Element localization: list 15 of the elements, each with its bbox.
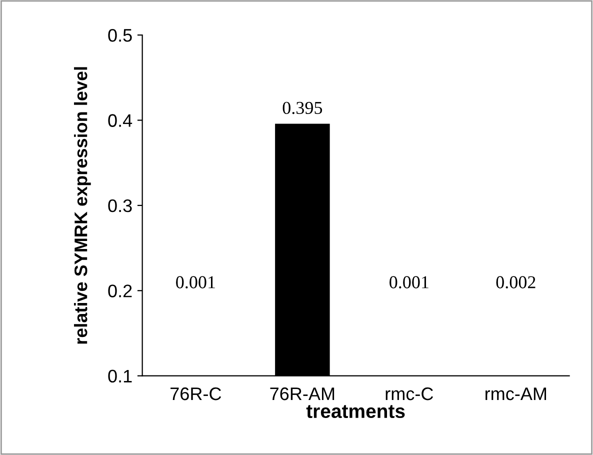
y-tick-label: 0.1 [108,370,132,383]
y-axis-title: relative SYMRK expression level [74,67,91,344]
y-tick-label: 0.2 [108,284,132,298]
y-tick-label: 0.3 [108,199,132,212]
x-axis-title: treatments [306,405,405,418]
x-tick-label: rmc-AM [486,388,546,400]
x-tick-label: 76R-C [170,387,222,400]
annotation: 0.002 [496,276,536,288]
x-tick-label: rmc-C [386,387,434,400]
y-tick-label: 0.4 [108,114,132,127]
data-label: 0.395 [282,102,322,114]
annotation: 0.001 [176,276,215,288]
annotation: 0.001 [390,276,428,288]
x-tick-label: 76R-AM [270,387,334,400]
y-tick-label: 0.5 [108,28,132,42]
